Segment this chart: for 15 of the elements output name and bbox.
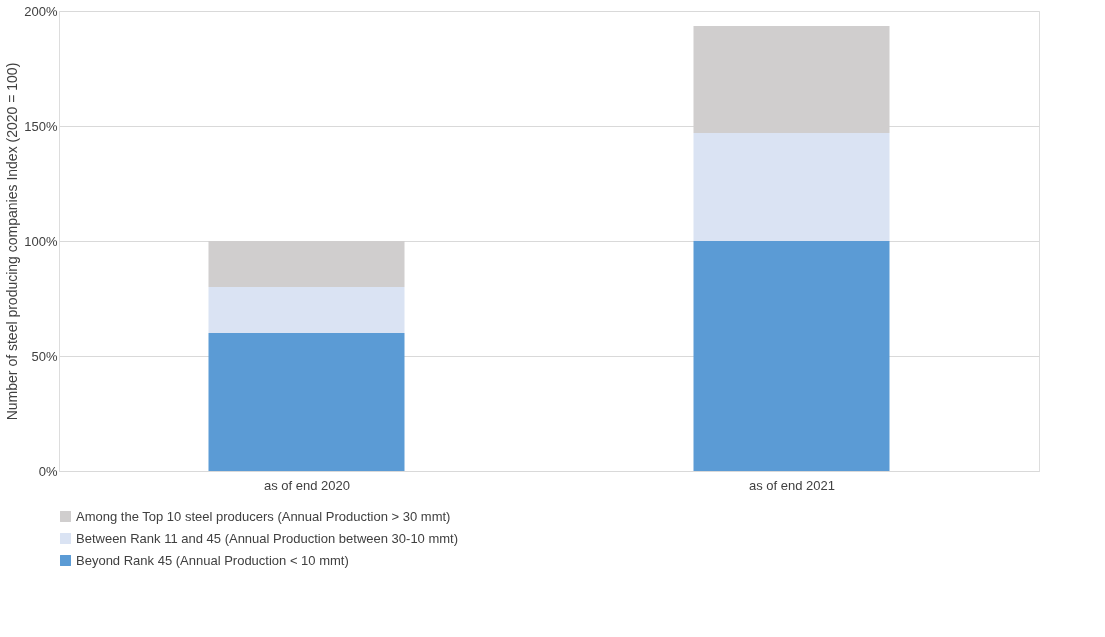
bar [693,241,890,471]
legend-label: Between Rank 11 and 45 (Annual Production between 30-10 mmt) [76,530,459,546]
legend-label: Among the Top 10 steel producers (Annual Production > 30 mmt) [76,508,451,524]
y-tick-label: 200% [24,3,58,19]
y-tick-label: 0% [38,463,58,479]
y-tick-label: 150% [24,118,58,134]
x-tick-label: as of end 2020 [263,477,351,493]
y-tick-label: 50% [31,348,58,364]
y-tick-label: 100% [24,233,58,249]
bar [208,333,405,471]
legend-label: Beyond Rank 45 (Annual Production < 10 mmt) [76,552,349,568]
bar [208,287,405,333]
y-axis-title: Number of steel producing companies Index (2020 = 100) [4,62,21,421]
x-tick-label: as of end 2021 [748,477,836,493]
bar [693,132,890,241]
